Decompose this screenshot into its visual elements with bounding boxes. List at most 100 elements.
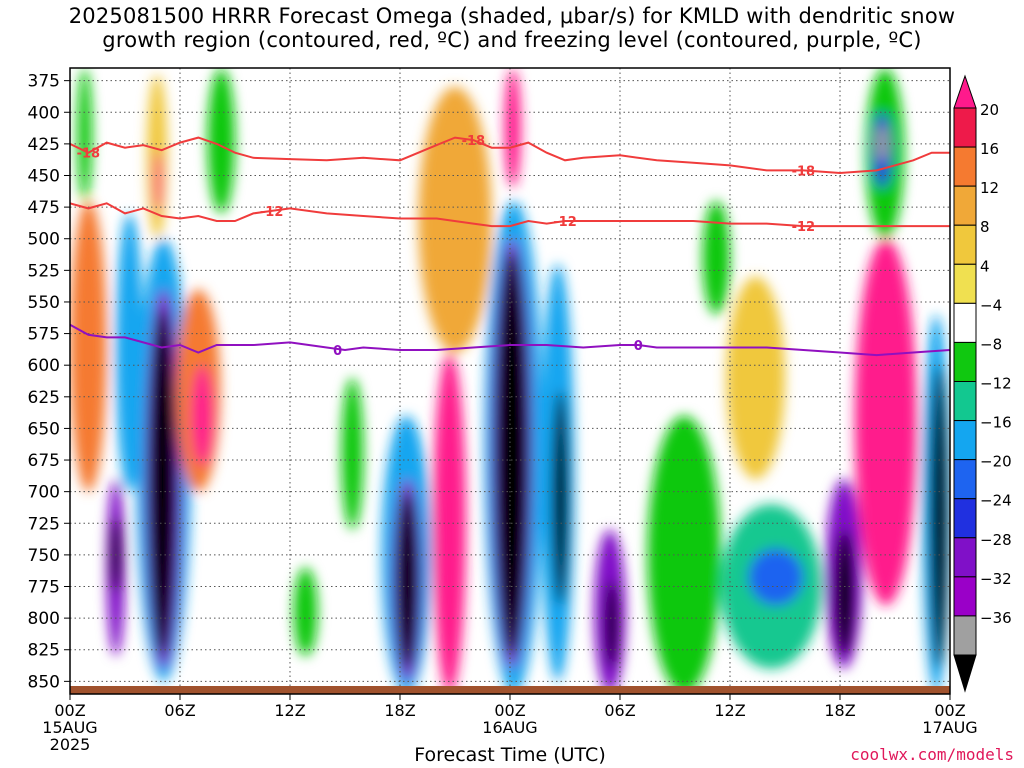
omega-cell-13 — [207, 68, 235, 214]
colorbar-segment-8 — [953, 420, 977, 461]
contour-lines: -18 -18 -18 -12 -12 -12 0 0 — [70, 134, 950, 359]
y-tick-label-400: 400 — [28, 103, 60, 123]
omega-cell-24 — [504, 68, 521, 189]
y-tick-label-475: 475 — [28, 198, 60, 218]
x-tick-label-line: 18Z — [384, 701, 415, 720]
omega-cell-23 — [495, 251, 529, 657]
terrain-strip — [70, 686, 950, 694]
colorbar-segment-5 — [953, 302, 977, 343]
colorbar-label-0: 20 — [980, 101, 999, 119]
y-tick-label-800: 800 — [28, 609, 60, 629]
y-tick-label-500: 500 — [28, 230, 60, 250]
colorbar-segment-10 — [953, 498, 977, 539]
x-tick-label-line: 17AUG — [922, 718, 977, 737]
colorbar-label-1: 16 — [980, 140, 999, 158]
colorbar-segment-2 — [953, 185, 977, 226]
x-tick-label-42: 18Z — [824, 701, 855, 720]
contour-label--12-1: -12 — [553, 215, 577, 230]
x-tick-label-line: 06Z — [164, 701, 195, 720]
omega-cell-39 — [876, 124, 888, 163]
x-tick-label-line: 16AUG — [482, 718, 537, 737]
field-layer — [70, 68, 950, 694]
x-tick-label-0: 00Z 15AUG 2025 — [42, 701, 97, 754]
y-tick-label-650: 650 — [28, 419, 60, 439]
colorbar-top-arrow — [953, 74, 977, 109]
y-tick-label-850: 850 — [28, 672, 60, 692]
y-tick-label-775: 775 — [28, 578, 60, 598]
omega-cell-31 — [748, 548, 804, 606]
y-tick-label-550: 550 — [28, 293, 60, 313]
title-line-2: growth region (contoured, red, ºC) and f… — [102, 28, 922, 52]
x-tick-label-line: 2025 — [50, 735, 91, 754]
colorbar-segment-0 — [953, 107, 977, 148]
contour--18 — [70, 136, 950, 175]
colorbar-segment-4 — [953, 263, 977, 304]
omega-cell-35 — [834, 529, 855, 657]
colorbar-segment-11 — [953, 537, 977, 578]
omega-cell-9 — [154, 150, 162, 214]
x-tick-label-line: 12Z — [274, 701, 305, 720]
omega-cell-36 — [854, 238, 917, 606]
colorbar-segment-13 — [953, 615, 977, 656]
y-tick-label-700: 700 — [28, 483, 60, 503]
x-tick-label-line: 15AUG — [42, 718, 97, 737]
contour-label--12-2: -12 — [792, 220, 816, 235]
colorbar-segment-9 — [953, 459, 977, 500]
colorbar-label-13: −36 — [980, 609, 1012, 627]
contour-0 — [70, 323, 950, 357]
colorbar-segment-6 — [953, 341, 977, 382]
colorbar-label-4: 4 — [980, 257, 990, 275]
contour-label-0-0: 0 — [333, 344, 342, 359]
omega-field — [70, 68, 950, 694]
colorbar-label-12: −32 — [980, 570, 1012, 588]
colorbar-label-9: −20 — [980, 453, 1012, 471]
contour--12 — [70, 202, 950, 228]
colorbar-segment-1 — [953, 146, 977, 187]
colorbar-label-6: −8 — [980, 335, 1002, 353]
x-tick-label-48: 00Z 17AUG — [922, 701, 977, 737]
colorbar-segment-3 — [953, 224, 977, 265]
omega-cell-11 — [191, 365, 213, 467]
colorbar-label-11: −28 — [980, 531, 1012, 549]
x-tick-label-24: 00Z 16AUG — [482, 701, 537, 737]
y-tick-label-425: 425 — [28, 135, 60, 155]
omega-cell-29 — [647, 415, 721, 694]
y-tick-label-575: 575 — [28, 325, 60, 345]
x-axis-title: Forecast Time (UTC) — [414, 744, 606, 766]
chart-title: 2025081500 HRRR Forecast Omega (shaded, … — [0, 4, 1024, 52]
omega-cell-18 — [396, 491, 419, 669]
colorbar-segment-7 — [953, 381, 977, 422]
omega-cell-41 — [929, 365, 949, 669]
colorbar-bottom-arrow — [953, 654, 977, 693]
omega-cell-7 — [148, 308, 177, 657]
contour-label--18-0: -18 — [77, 147, 101, 162]
x-tick-label-line: 12Z — [714, 701, 745, 720]
contour-label--18-1: -18 — [462, 134, 486, 149]
omega-cell-1 — [70, 200, 107, 492]
contour-label-0-1: 0 — [634, 339, 643, 354]
y-tick-label-750: 750 — [28, 546, 60, 566]
omega-cell-33 — [726, 276, 786, 480]
x-tick-label-line: 00Z — [494, 701, 525, 720]
colorbar-label-10: −24 — [980, 492, 1012, 510]
omega-cell-32 — [702, 200, 730, 315]
colorbar-label-2: 12 — [980, 179, 999, 197]
y-tick-label-725: 725 — [28, 514, 60, 534]
colorbar-segment-12 — [953, 576, 977, 617]
contour-label--18-2: -18 — [792, 164, 816, 179]
x-tick-label-36: 12Z — [714, 701, 745, 720]
y-tick-label-525: 525 — [28, 261, 60, 281]
omega-cell-19 — [433, 352, 466, 694]
x-tick-label-12: 12Z — [274, 701, 305, 720]
watermark: coolwx.com/models — [850, 745, 1014, 764]
plot-area: -18 -18 -18 -12 -12 -12 0 0 — [69, 67, 951, 695]
x-tick-label-line: 00Z — [54, 701, 85, 720]
y-tick-label-600: 600 — [28, 356, 60, 376]
omega-cell-15 — [341, 377, 364, 530]
y-tick-label-375: 375 — [28, 72, 60, 92]
colorbar: 20 16 12 8 4 −4 −8 −12 −16 −20 −24 −28 −32 −36 — [953, 74, 1012, 693]
y-tick-label-675: 675 — [28, 451, 60, 471]
colorbar-label-5: −4 — [980, 296, 1002, 314]
